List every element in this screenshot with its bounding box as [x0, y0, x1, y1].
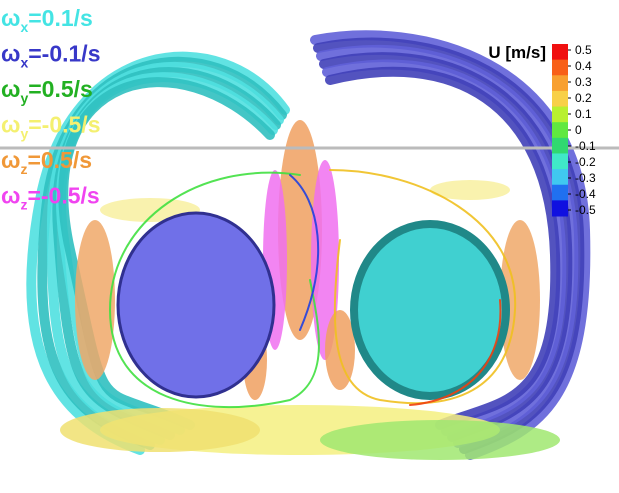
colorbar-tick-label: 0: [575, 123, 582, 137]
colorbar-swatch: [552, 44, 568, 61]
vortex-blob: [430, 180, 510, 200]
streamline: [289, 174, 320, 331]
legend-subscript: x: [20, 55, 28, 71]
blue-vortex: [325, 66, 561, 430]
colorbar-swatch: [552, 106, 568, 123]
colorbar-swatch: [552, 200, 568, 217]
legend-text: =0.5/s: [28, 76, 93, 102]
colorbar-tick-label: 0.3: [575, 75, 592, 89]
legend-symbol: ω: [1, 5, 20, 31]
legend-text: =-0.5/s: [27, 183, 99, 209]
colorbar-tick-label: 0.5: [575, 43, 592, 57]
right-cylinder: [350, 220, 510, 400]
legend-text: =0.5/s: [27, 147, 92, 173]
streamline: [329, 169, 517, 405]
colorbar-tick-label: -0.3: [575, 171, 596, 185]
legend-subscript: x: [20, 19, 28, 35]
legend-subscript: z: [20, 161, 27, 177]
legend-entry: ωy=-0.5/s: [1, 112, 100, 142]
colorbar-tick-label: -0.1: [575, 139, 596, 153]
cyan-vortex: [26, 51, 290, 455]
colorbar-tick-label: 0.2: [575, 91, 592, 105]
cyan-vortex: [37, 56, 287, 450]
colorbar-swatch: [552, 59, 568, 76]
legend-symbol: ω: [1, 76, 20, 102]
colorbar-title: U [m/s]: [488, 43, 546, 62]
legend-subscript: y: [20, 126, 28, 142]
legend-symbol: ω: [1, 147, 20, 173]
vortex-blob: [320, 420, 560, 460]
blue-vortex: [319, 52, 573, 442]
legend-entry: ωx=0.1/s: [1, 5, 93, 35]
legend-symbol: ω: [1, 183, 20, 209]
legend-subscript: z: [20, 197, 27, 213]
blue-vortex: [313, 37, 585, 454]
colorbar-tick-label: -0.4: [575, 187, 596, 201]
streamline: [409, 299, 502, 406]
colorbar-tick-label: 0.4: [575, 59, 592, 73]
colorbar-tick-label: -0.2: [575, 155, 596, 169]
colorbar-swatch: [552, 122, 568, 139]
vortex-blob: [60, 408, 260, 452]
colorbar-swatch: [552, 169, 568, 186]
blue-vortex: [322, 59, 567, 436]
legend-entry: ωz=0.5/s: [1, 147, 92, 177]
left-cylinder: [116, 211, 276, 399]
colorbar-swatch: [552, 184, 568, 201]
legend-symbol: ω: [1, 41, 20, 67]
blue-vortex: [316, 45, 579, 448]
vortex-blob: [311, 160, 339, 360]
legend-symbol: ω: [1, 112, 20, 138]
colorbar-swatch: [552, 75, 568, 92]
legend-subscript: y: [20, 90, 28, 106]
legend-entry: ωz=-0.5/s: [1, 183, 100, 213]
vortex-blob: [75, 220, 115, 380]
legend-text: =0.1/s: [28, 5, 93, 31]
blue-vortex: [310, 30, 591, 460]
cyan-vortex: [58, 77, 275, 430]
legend-entry: ωx=-0.1/s: [1, 41, 100, 71]
legend-text: =-0.5/s: [28, 112, 100, 138]
vortex-blob: [325, 310, 355, 390]
colorbar-tick-label: -0.5: [575, 203, 596, 217]
colorbar-tick-label: 0.1: [575, 107, 592, 121]
legend-entry: ωy=0.5/s: [1, 76, 93, 106]
colorbar-swatch: [552, 153, 568, 170]
streamline: [108, 171, 320, 409]
colorbar-swatch: [552, 90, 568, 108]
legend-text: =-0.1/s: [28, 41, 100, 67]
colorbar-swatch: [552, 137, 568, 154]
